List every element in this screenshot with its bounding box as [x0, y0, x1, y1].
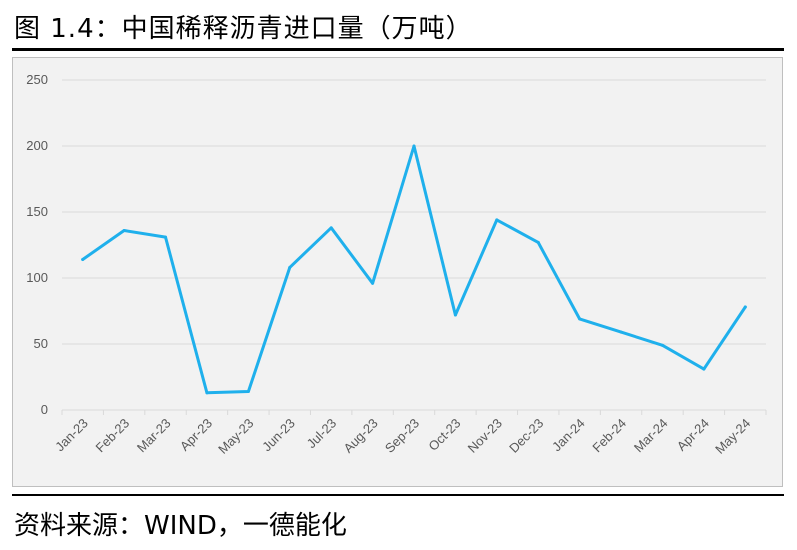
data-point: [371, 281, 375, 285]
data-point: [288, 265, 292, 269]
data-point: [329, 226, 333, 230]
data-point: [205, 391, 209, 395]
x-tick-label: Dec-23: [506, 416, 546, 456]
x-tick-label: Nov-23: [465, 416, 505, 456]
x-tick-label: Aug-23: [340, 416, 380, 456]
y-tick-label: 200: [26, 138, 48, 153]
x-tick-label: Feb-24: [589, 416, 629, 456]
series-line: [81, 144, 747, 395]
data-point: [495, 218, 499, 222]
y-tick-label: 150: [26, 204, 48, 219]
source-rule: [12, 494, 784, 496]
data-point: [536, 240, 540, 244]
y-tick-label: 250: [26, 72, 48, 87]
x-tick-label: Oct-23: [425, 416, 463, 454]
chart-frame: [12, 57, 783, 487]
x-tick-label: Feb-23: [92, 416, 132, 456]
x-tick-label: Apr-23: [177, 416, 215, 454]
x-tick-label: Apr-24: [674, 416, 712, 454]
data-point: [412, 144, 416, 148]
x-tick-label: Jan-24: [549, 416, 588, 455]
x-axis-ticks: Jan-23 Feb-23 Mar-23 Apr-23 May-23 Jun-23 Jul-…: [52, 410, 767, 457]
data-point: [122, 228, 126, 232]
y-tick-label: 0: [41, 402, 48, 417]
y-tick-label: 100: [26, 270, 48, 285]
source-note: 资料来源：WIND，一德能化: [14, 511, 347, 541]
series-group: [81, 144, 747, 395]
y-tick-label: 50: [34, 336, 48, 351]
data-point: [164, 235, 168, 239]
x-tick-label: Jun-23: [259, 416, 298, 455]
data-point: [619, 330, 623, 334]
x-tick-label: May-24: [712, 416, 753, 457]
x-tick-label: Sep-23: [382, 416, 422, 456]
data-point: [743, 305, 747, 309]
data-point: [578, 317, 582, 321]
data-point: [660, 343, 664, 347]
x-tick-label: Mar-24: [631, 416, 671, 456]
gridlines: [62, 79, 766, 411]
y-axis-ticks: 0 50 100 150 200 250: [26, 72, 48, 417]
x-tick-label: Mar-23: [134, 416, 174, 456]
x-tick-label: Jan-23: [52, 416, 91, 455]
title-rule: [12, 48, 784, 51]
data-point: [453, 313, 457, 317]
x-tick-label: May-23: [215, 416, 256, 457]
figure-title: 图 1.4：中国稀释沥青进口量（万吨）: [14, 14, 473, 44]
data-point: [81, 258, 85, 262]
x-tick-label: Jul-23: [304, 416, 340, 452]
data-point: [702, 367, 706, 371]
data-point: [246, 390, 250, 394]
